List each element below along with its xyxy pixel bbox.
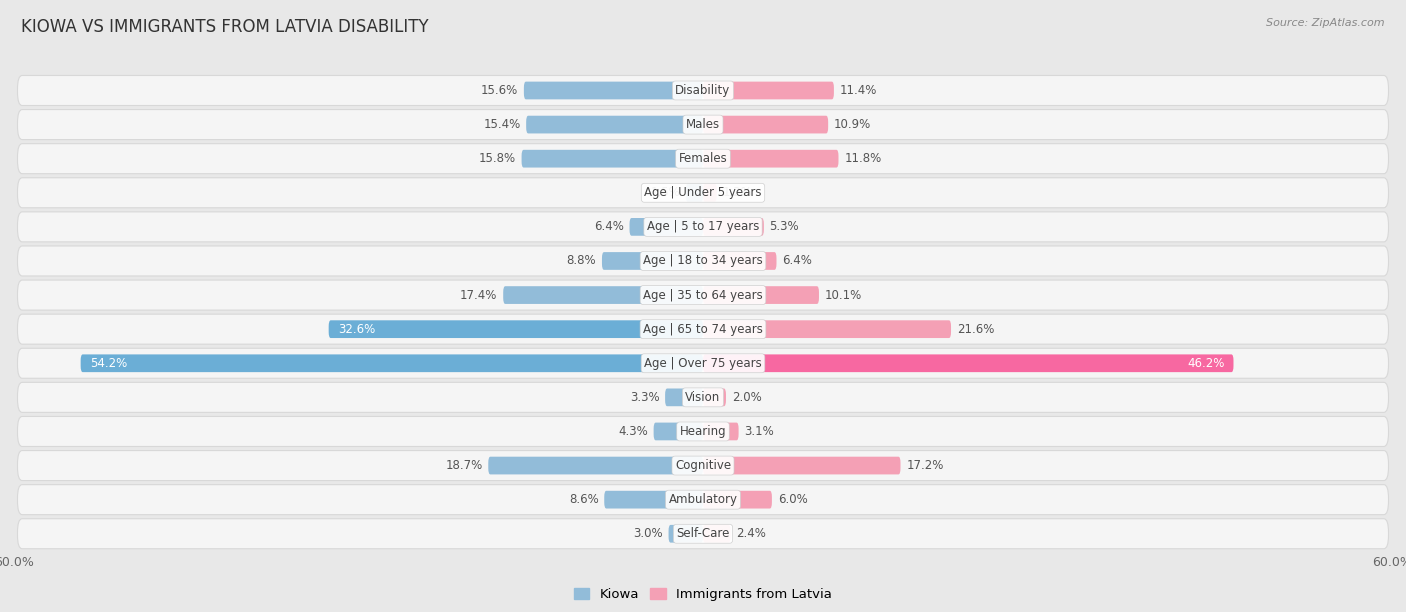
FancyBboxPatch shape xyxy=(329,320,703,338)
FancyBboxPatch shape xyxy=(669,525,703,543)
Text: 54.2%: 54.2% xyxy=(90,357,127,370)
Text: 10.9%: 10.9% xyxy=(834,118,872,131)
FancyBboxPatch shape xyxy=(17,485,1389,515)
FancyBboxPatch shape xyxy=(526,116,703,133)
FancyBboxPatch shape xyxy=(703,218,763,236)
Text: Age | 35 to 64 years: Age | 35 to 64 years xyxy=(643,289,763,302)
FancyBboxPatch shape xyxy=(503,286,703,304)
FancyBboxPatch shape xyxy=(488,457,703,474)
FancyBboxPatch shape xyxy=(605,491,703,509)
Text: Hearing: Hearing xyxy=(679,425,727,438)
FancyBboxPatch shape xyxy=(17,246,1389,276)
FancyBboxPatch shape xyxy=(17,212,1389,242)
Text: 3.3%: 3.3% xyxy=(630,391,659,404)
Text: 6.4%: 6.4% xyxy=(593,220,624,233)
Text: Males: Males xyxy=(686,118,720,131)
FancyBboxPatch shape xyxy=(703,116,828,133)
Text: Disability: Disability xyxy=(675,84,731,97)
FancyBboxPatch shape xyxy=(17,416,1389,447)
FancyBboxPatch shape xyxy=(17,348,1389,378)
Text: 17.2%: 17.2% xyxy=(907,459,943,472)
Text: KIOWA VS IMMIGRANTS FROM LATVIA DISABILITY: KIOWA VS IMMIGRANTS FROM LATVIA DISABILI… xyxy=(21,18,429,36)
FancyBboxPatch shape xyxy=(630,218,703,236)
FancyBboxPatch shape xyxy=(703,252,776,270)
FancyBboxPatch shape xyxy=(17,382,1389,412)
Text: Ambulatory: Ambulatory xyxy=(668,493,738,506)
Text: 10.1%: 10.1% xyxy=(825,289,862,302)
FancyBboxPatch shape xyxy=(17,450,1389,480)
Text: 18.7%: 18.7% xyxy=(446,459,482,472)
Text: 1.5%: 1.5% xyxy=(651,186,681,200)
FancyBboxPatch shape xyxy=(703,184,717,201)
FancyBboxPatch shape xyxy=(17,110,1389,140)
FancyBboxPatch shape xyxy=(602,252,703,270)
Text: Age | 5 to 17 years: Age | 5 to 17 years xyxy=(647,220,759,233)
Text: Age | Under 5 years: Age | Under 5 years xyxy=(644,186,762,200)
FancyBboxPatch shape xyxy=(703,354,1233,372)
FancyBboxPatch shape xyxy=(665,389,703,406)
Text: Source: ZipAtlas.com: Source: ZipAtlas.com xyxy=(1267,18,1385,28)
Text: 5.3%: 5.3% xyxy=(769,220,799,233)
FancyBboxPatch shape xyxy=(703,150,838,168)
Text: 8.8%: 8.8% xyxy=(567,255,596,267)
Text: 15.4%: 15.4% xyxy=(484,118,520,131)
FancyBboxPatch shape xyxy=(17,144,1389,174)
Text: 2.4%: 2.4% xyxy=(737,528,766,540)
FancyBboxPatch shape xyxy=(17,314,1389,344)
Text: 2.0%: 2.0% xyxy=(731,391,762,404)
FancyBboxPatch shape xyxy=(17,519,1389,549)
FancyBboxPatch shape xyxy=(522,150,703,168)
Text: 11.4%: 11.4% xyxy=(839,84,877,97)
Text: 15.8%: 15.8% xyxy=(478,152,516,165)
Text: 17.4%: 17.4% xyxy=(460,289,498,302)
Text: 15.6%: 15.6% xyxy=(481,84,519,97)
Text: 4.3%: 4.3% xyxy=(619,425,648,438)
Text: Age | Over 75 years: Age | Over 75 years xyxy=(644,357,762,370)
Text: Self-Care: Self-Care xyxy=(676,528,730,540)
Text: Females: Females xyxy=(679,152,727,165)
Text: 32.6%: 32.6% xyxy=(337,323,375,335)
Text: Cognitive: Cognitive xyxy=(675,459,731,472)
FancyBboxPatch shape xyxy=(703,286,818,304)
Text: 3.1%: 3.1% xyxy=(744,425,775,438)
FancyBboxPatch shape xyxy=(654,423,703,440)
FancyBboxPatch shape xyxy=(17,280,1389,310)
Legend: Kiowa, Immigrants from Latvia: Kiowa, Immigrants from Latvia xyxy=(568,583,838,606)
FancyBboxPatch shape xyxy=(524,81,703,99)
Text: Vision: Vision xyxy=(685,391,721,404)
Text: 21.6%: 21.6% xyxy=(956,323,994,335)
FancyBboxPatch shape xyxy=(703,491,772,509)
Text: 6.0%: 6.0% xyxy=(778,493,807,506)
FancyBboxPatch shape xyxy=(703,457,900,474)
Text: 46.2%: 46.2% xyxy=(1187,357,1225,370)
FancyBboxPatch shape xyxy=(703,389,725,406)
FancyBboxPatch shape xyxy=(703,81,834,99)
FancyBboxPatch shape xyxy=(686,184,703,201)
Text: Age | 18 to 34 years: Age | 18 to 34 years xyxy=(643,255,763,267)
FancyBboxPatch shape xyxy=(703,525,731,543)
Text: 11.8%: 11.8% xyxy=(844,152,882,165)
Text: Age | 65 to 74 years: Age | 65 to 74 years xyxy=(643,323,763,335)
FancyBboxPatch shape xyxy=(80,354,703,372)
Text: 8.6%: 8.6% xyxy=(569,493,599,506)
FancyBboxPatch shape xyxy=(703,423,738,440)
FancyBboxPatch shape xyxy=(703,320,950,338)
Text: 6.4%: 6.4% xyxy=(782,255,813,267)
Text: 3.0%: 3.0% xyxy=(633,528,662,540)
FancyBboxPatch shape xyxy=(17,75,1389,105)
Text: 1.2%: 1.2% xyxy=(723,186,752,200)
FancyBboxPatch shape xyxy=(17,177,1389,208)
